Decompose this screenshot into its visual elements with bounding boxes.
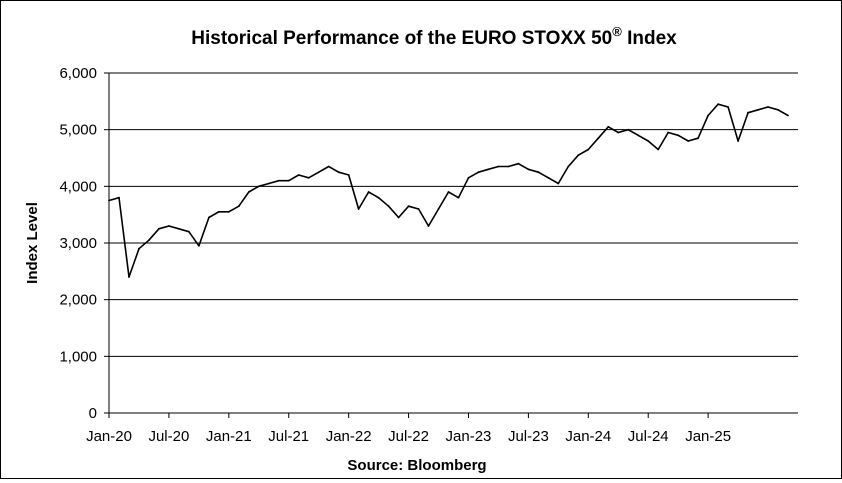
y-tick-label: 6,000 [59,65,97,82]
data-point [377,196,380,199]
data-point [427,225,430,227]
data-point [507,165,510,168]
data-point [557,182,560,185]
data-point [647,140,650,142]
data-point [337,171,340,174]
x-tick-label: Jul-22 [388,428,429,445]
y-axis-ticks: 0 1,000 2,000 3,000 4,000 5,000 6,000 [59,65,109,422]
data-point [527,168,530,171]
y-tick-label: 0 [89,405,97,422]
data-point [327,165,330,168]
data-point [757,108,759,111]
x-tick-label: Jul-24 [628,428,669,445]
data-point [367,191,370,193]
data-point [128,276,130,278]
data-point [567,165,570,168]
data-point [617,131,620,134]
data-point [277,179,280,182]
data-point [477,171,480,174]
y-tick-label: 3,000 [59,235,97,252]
data-point [737,140,739,142]
data-point [148,239,150,242]
data-point [747,111,749,114]
x-axis-label: Source: Bloomberg [347,457,486,474]
chart-title-superscript: ® [612,24,622,39]
data-point [597,137,600,140]
data-point [697,137,699,140]
data-point [727,106,729,108]
y-tick-label: 4,000 [59,178,97,195]
data-point [587,148,590,151]
data-point [657,148,660,151]
data-point [407,205,410,208]
data-point [577,154,580,157]
data-point [627,128,630,131]
x-tick-label: Jul-20 [148,428,189,445]
x-tick-label: Jul-23 [508,428,549,445]
data-point [317,171,320,174]
data-point [208,216,210,219]
x-tick-label: Jan-25 [685,428,731,445]
data-point [537,171,540,174]
x-tick-label: Jan-24 [565,428,611,445]
y-tick-label: 5,000 [59,122,97,139]
data-point [677,134,680,137]
data-point [467,176,470,179]
data-point [397,216,400,219]
data-point [188,230,190,233]
data-point [297,174,300,176]
series-points [108,103,789,278]
gridlines [109,72,798,357]
data-point [717,103,719,106]
data-point [138,247,140,250]
x-tick-label: Jan-22 [326,428,372,445]
data-point [417,208,420,210]
y-tick-label: 1,000 [59,348,97,365]
x-axis-ticks: Jan-20 Jul-20 Jan-21 Jul-21 Jan-22 Jul-22 Jan-… [86,413,731,445]
x-tick-label: Jan-21 [206,428,252,445]
data-point [108,199,110,202]
data-point [357,208,360,210]
data-point [707,114,709,117]
y-tick-label: 2,000 [59,292,97,309]
data-point [487,168,490,171]
data-point [667,131,670,134]
data-point [267,182,270,185]
data-point [777,108,779,111]
data-point [178,227,180,230]
chart-title-suffix: Index [622,28,677,49]
data-point [168,225,170,227]
data-point [158,227,160,230]
x-tick-label: Jan-23 [446,428,492,445]
data-point [227,210,230,213]
data-point [307,176,310,179]
data-point [767,106,769,108]
data-point [257,185,260,188]
data-point [118,196,120,199]
data-point [347,174,350,176]
data-point [517,162,520,165]
chart-title-main: Historical Performance of the EURO STOXX… [191,28,612,49]
data-point [217,210,220,213]
data-point [447,191,450,193]
chart-title: Historical Performance of the EURO STOXX… [191,24,677,49]
y-axis-label: Index Level [24,202,41,284]
data-point [287,179,290,182]
data-point [497,165,500,168]
data-point [387,205,390,208]
data-point [457,196,460,199]
data-point [687,140,690,142]
data-point [787,114,789,117]
data-point [637,134,640,137]
x-tick-label: Jul-21 [268,428,309,445]
data-point [237,205,240,208]
data-point [547,176,550,179]
data-point [607,125,610,128]
x-tick-label: Jan-20 [86,428,132,445]
data-point [437,208,440,210]
data-point [247,191,250,193]
data-point [198,244,200,247]
